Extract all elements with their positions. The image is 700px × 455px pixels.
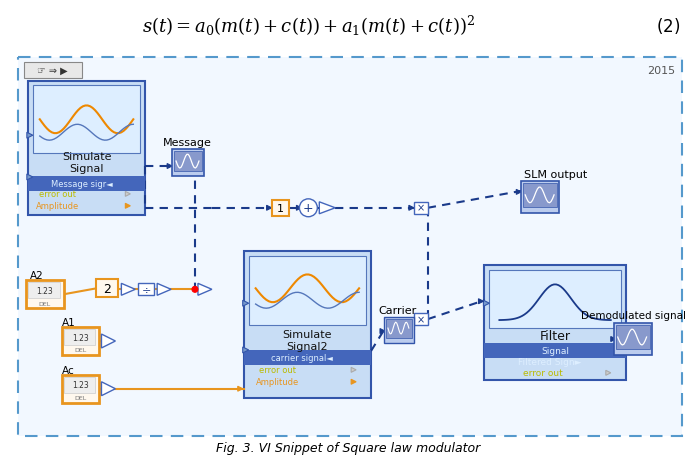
Text: 2015: 2015 xyxy=(648,66,676,76)
Text: Simulate
Signal2: Simulate Signal2 xyxy=(283,329,332,351)
FancyBboxPatch shape xyxy=(484,343,626,358)
Text: Message: Message xyxy=(162,138,211,148)
Text: Filter: Filter xyxy=(540,329,570,342)
Text: Filtered Sign►: Filtered Sign► xyxy=(518,358,582,367)
Polygon shape xyxy=(416,317,421,322)
Polygon shape xyxy=(102,334,116,348)
Polygon shape xyxy=(167,164,172,169)
Text: SLM output: SLM output xyxy=(524,170,587,180)
FancyBboxPatch shape xyxy=(33,86,140,154)
Polygon shape xyxy=(27,175,33,181)
Text: 1.23: 1.23 xyxy=(36,286,53,295)
Text: 1.23: 1.23 xyxy=(72,333,89,342)
Polygon shape xyxy=(517,190,522,195)
Polygon shape xyxy=(484,301,489,307)
Circle shape xyxy=(192,287,198,293)
Text: Amplitude: Amplitude xyxy=(36,202,79,211)
Polygon shape xyxy=(243,301,248,307)
FancyBboxPatch shape xyxy=(28,177,145,192)
Polygon shape xyxy=(198,284,212,296)
FancyBboxPatch shape xyxy=(28,283,60,298)
FancyBboxPatch shape xyxy=(18,57,682,436)
FancyBboxPatch shape xyxy=(24,62,82,78)
Text: DEL: DEL xyxy=(74,348,87,353)
FancyBboxPatch shape xyxy=(523,183,557,207)
FancyBboxPatch shape xyxy=(26,281,64,308)
FancyBboxPatch shape xyxy=(414,202,428,214)
Text: A1: A1 xyxy=(62,318,76,328)
FancyBboxPatch shape xyxy=(139,284,154,296)
Text: 2: 2 xyxy=(104,282,111,295)
Polygon shape xyxy=(296,206,302,211)
Polygon shape xyxy=(611,337,616,342)
Text: $s(t) = a_0(m(t) + c(t)) + a_1(m(t) + c(t))^2$: $s(t) = a_0(m(t) + c(t)) + a_1(m(t) + c(… xyxy=(142,14,475,38)
Text: error out: error out xyxy=(259,365,296,374)
Polygon shape xyxy=(267,206,272,211)
FancyBboxPatch shape xyxy=(97,280,118,298)
Text: DEL: DEL xyxy=(74,395,87,400)
Polygon shape xyxy=(243,347,248,353)
FancyBboxPatch shape xyxy=(62,327,99,355)
FancyBboxPatch shape xyxy=(244,251,371,398)
Text: error out: error out xyxy=(524,369,563,378)
FancyBboxPatch shape xyxy=(272,200,290,216)
FancyBboxPatch shape xyxy=(244,350,371,365)
Text: A2: A2 xyxy=(30,271,43,281)
FancyBboxPatch shape xyxy=(64,377,95,393)
Polygon shape xyxy=(125,192,130,197)
Polygon shape xyxy=(27,133,33,139)
Text: Fig. 3. VI Snippet of Square law modulator: Fig. 3. VI Snippet of Square law modulat… xyxy=(216,441,480,454)
Text: Simulate
Signal: Simulate Signal xyxy=(62,152,111,173)
Text: ×: × xyxy=(416,314,425,324)
Polygon shape xyxy=(102,382,116,396)
Polygon shape xyxy=(238,386,243,391)
FancyBboxPatch shape xyxy=(62,375,99,403)
FancyBboxPatch shape xyxy=(616,325,650,349)
Polygon shape xyxy=(351,379,356,384)
Text: $(2)$: $(2)$ xyxy=(657,16,680,36)
Polygon shape xyxy=(606,370,611,375)
FancyBboxPatch shape xyxy=(64,329,95,345)
FancyBboxPatch shape xyxy=(386,319,412,338)
Text: Amplitude: Amplitude xyxy=(256,378,299,386)
Text: Signal: Signal xyxy=(541,347,569,356)
FancyBboxPatch shape xyxy=(28,81,145,215)
Text: DEL: DEL xyxy=(38,301,51,306)
Text: ☞ ⇒ ▶: ☞ ⇒ ▶ xyxy=(37,66,68,76)
FancyBboxPatch shape xyxy=(414,313,428,325)
Polygon shape xyxy=(319,202,335,214)
FancyBboxPatch shape xyxy=(522,182,559,213)
Text: ×: × xyxy=(416,203,425,213)
Text: Carrier: Carrier xyxy=(379,305,417,315)
Polygon shape xyxy=(158,284,171,296)
FancyBboxPatch shape xyxy=(614,324,652,355)
Circle shape xyxy=(300,199,317,217)
Text: 1: 1 xyxy=(277,203,284,213)
Text: 1.23: 1.23 xyxy=(72,380,89,389)
Text: Demodulated signal: Demodulated signal xyxy=(581,310,686,320)
FancyBboxPatch shape xyxy=(489,271,621,329)
Polygon shape xyxy=(121,284,135,296)
Polygon shape xyxy=(409,206,414,211)
FancyBboxPatch shape xyxy=(248,256,366,325)
Text: +: + xyxy=(303,202,314,215)
Polygon shape xyxy=(380,329,385,334)
Polygon shape xyxy=(479,299,484,304)
FancyBboxPatch shape xyxy=(174,152,202,172)
Text: Message sigr◄: Message sigr◄ xyxy=(50,180,113,189)
Text: ÷: ÷ xyxy=(141,285,151,295)
FancyBboxPatch shape xyxy=(484,266,626,380)
Polygon shape xyxy=(125,204,130,209)
Text: carrier signal◄: carrier signal◄ xyxy=(272,354,333,363)
Text: error out: error out xyxy=(39,190,76,199)
FancyBboxPatch shape xyxy=(172,150,204,177)
FancyBboxPatch shape xyxy=(384,318,414,343)
Polygon shape xyxy=(351,368,356,373)
Text: Ac: Ac xyxy=(62,365,74,375)
